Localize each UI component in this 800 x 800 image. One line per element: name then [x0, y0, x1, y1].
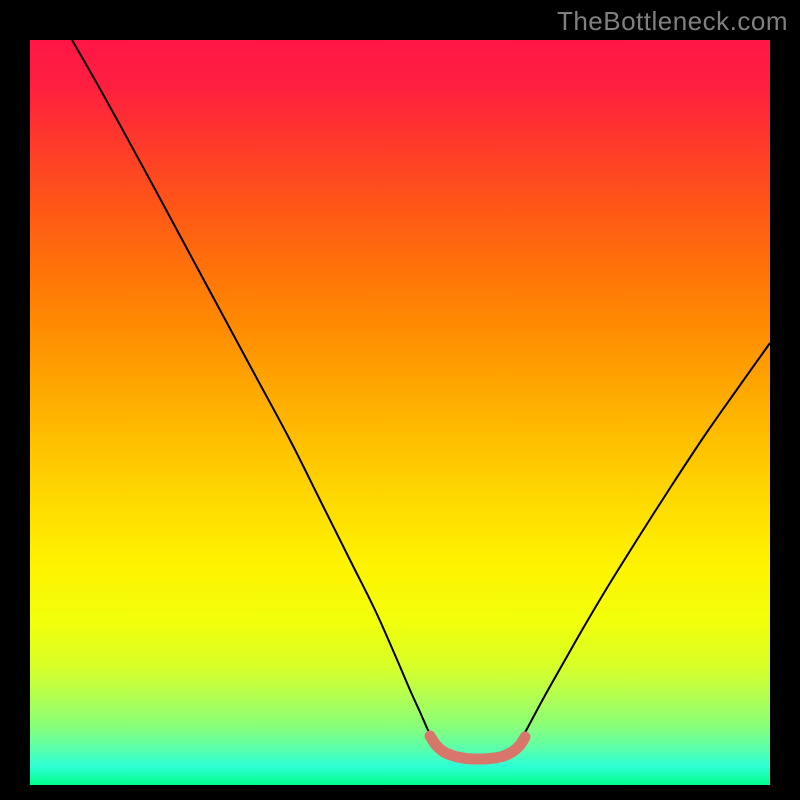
gradient-background [30, 40, 770, 785]
watermark-text: TheBottleneck.com [557, 6, 788, 37]
chart-svg [30, 40, 770, 785]
chart-container: TheBottleneck.com [0, 0, 800, 800]
plot-area [30, 40, 770, 785]
